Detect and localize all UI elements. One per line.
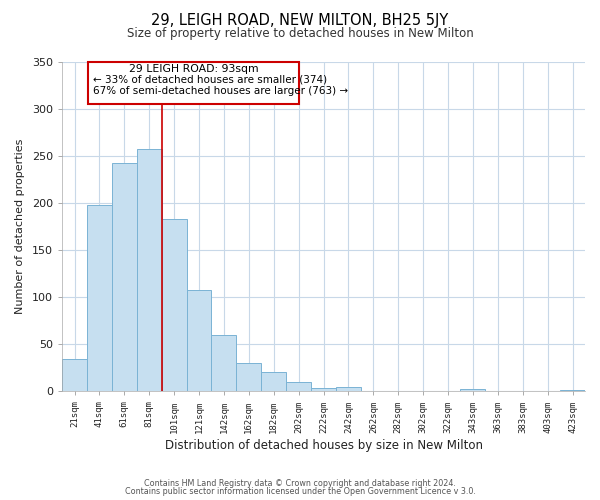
X-axis label: Distribution of detached houses by size in New Milton: Distribution of detached houses by size … xyxy=(164,440,482,452)
Text: 67% of semi-detached houses are larger (763) →: 67% of semi-detached houses are larger (… xyxy=(93,86,349,96)
Text: Size of property relative to detached houses in New Milton: Size of property relative to detached ho… xyxy=(127,28,473,40)
Bar xyxy=(112,164,137,392)
Bar xyxy=(87,204,112,392)
Text: 29, LEIGH ROAD, NEW MILTON, BH25 5JY: 29, LEIGH ROAD, NEW MILTON, BH25 5JY xyxy=(151,12,449,28)
Bar xyxy=(236,363,261,392)
Bar xyxy=(211,334,236,392)
Bar xyxy=(62,359,87,392)
Bar xyxy=(460,390,485,392)
Text: Contains HM Land Registry data © Crown copyright and database right 2024.: Contains HM Land Registry data © Crown c… xyxy=(144,478,456,488)
Bar xyxy=(137,149,161,392)
Bar xyxy=(286,382,311,392)
Bar xyxy=(560,390,585,392)
FancyBboxPatch shape xyxy=(88,62,299,104)
Text: Contains public sector information licensed under the Open Government Licence v : Contains public sector information licen… xyxy=(125,487,475,496)
Bar xyxy=(336,386,361,392)
Bar xyxy=(311,388,336,392)
Y-axis label: Number of detached properties: Number of detached properties xyxy=(15,138,25,314)
Text: ← 33% of detached houses are smaller (374): ← 33% of detached houses are smaller (37… xyxy=(93,74,328,85)
Bar xyxy=(161,219,187,392)
Text: 29 LEIGH ROAD: 93sqm: 29 LEIGH ROAD: 93sqm xyxy=(128,64,258,74)
Bar xyxy=(261,372,286,392)
Bar xyxy=(187,290,211,392)
